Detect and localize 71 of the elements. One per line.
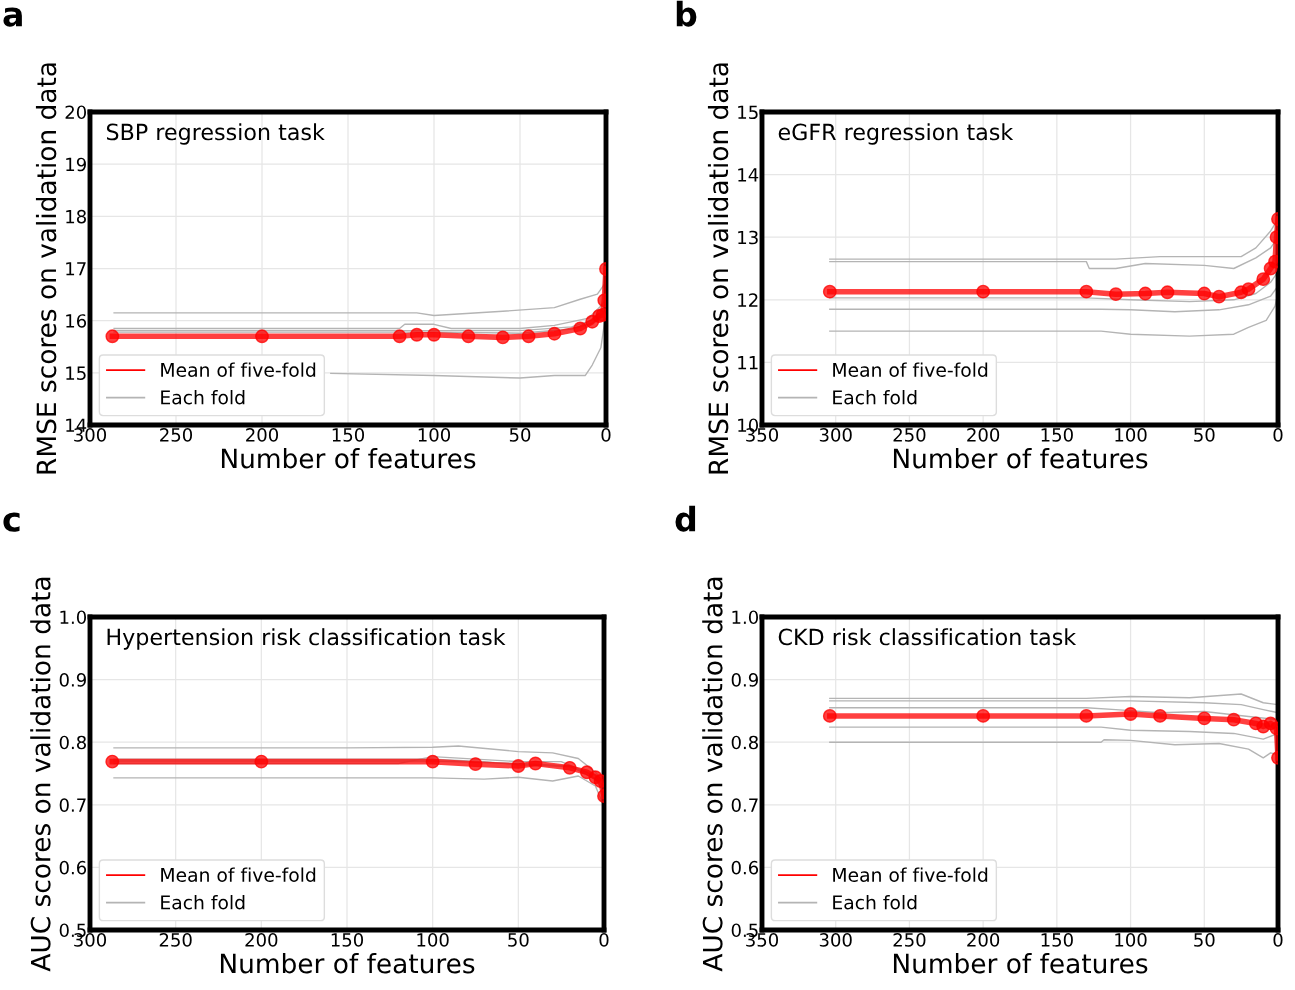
legend-label: Mean of five-fold xyxy=(833,867,988,882)
x-tick-label: 100 xyxy=(418,428,451,442)
x-axis-title: Number of features xyxy=(221,448,476,469)
x-tick-label: 200 xyxy=(246,428,279,442)
y-tick-label: 14 xyxy=(738,168,759,182)
x-tick-label: 150 xyxy=(1041,428,1073,442)
y-tick-label: 15 xyxy=(738,105,758,120)
x-axis-title: Number of features xyxy=(220,953,475,974)
y-axis-title: RMSE scores on validation data xyxy=(35,63,57,474)
text: c xyxy=(3,512,20,532)
x-tick-label: 300 xyxy=(819,933,852,947)
y-tick-label: 18 xyxy=(66,209,86,224)
y-axis-title: AUC scores on validation data xyxy=(702,577,723,972)
y-tick-label: 0.7 xyxy=(59,798,86,812)
legend-label: Mean of five-fold xyxy=(161,867,316,882)
y-tick-label: 16 xyxy=(66,314,87,328)
legend-label: Each fold xyxy=(833,894,917,910)
x-tick-label: 200 xyxy=(967,933,1000,947)
y-tick-label: 0.8 xyxy=(731,735,758,750)
y-tick-label: 1.0 xyxy=(732,610,759,625)
x-tick-label: 200 xyxy=(245,933,278,947)
chart-title: Hypertension risk classification task xyxy=(107,628,506,650)
y-tick-label: 0.7 xyxy=(731,798,758,812)
x-tick-label: 0 xyxy=(599,933,609,947)
legend-label: Each fold xyxy=(161,389,245,405)
text: a xyxy=(3,7,22,27)
legend-label: Mean of five-fold xyxy=(833,362,988,377)
x-tick-label: 50 xyxy=(1194,428,1215,442)
x-tick-label: 250 xyxy=(893,428,926,442)
y-tick-label: 19 xyxy=(66,157,86,172)
y-tick-label: 20 xyxy=(65,105,87,120)
y-tick-label: 0.9 xyxy=(59,673,86,687)
x-tick-label: 300 xyxy=(819,428,852,442)
chart-title: CKD risk classification task xyxy=(778,628,1077,646)
x-tick-label: 250 xyxy=(893,933,926,947)
x-tick-label: 50 xyxy=(1194,933,1215,947)
x-tick-label: 100 xyxy=(417,933,449,947)
y-tick-label: 13 xyxy=(738,230,758,245)
x-tick-label: 50 xyxy=(508,933,529,947)
x-tick-label: 150 xyxy=(332,428,365,442)
y-tick-label: 0.8 xyxy=(59,735,86,750)
y-tick-label: 1.0 xyxy=(60,610,87,625)
legend-label: Each fold xyxy=(833,389,917,405)
legend-label: Each fold xyxy=(161,894,245,910)
chart-title: SBP regression task xyxy=(106,123,325,145)
y-tick-label: 0.9 xyxy=(731,673,758,687)
x-tick-label: 50 xyxy=(509,428,531,442)
x-tick-label: 250 xyxy=(159,933,192,947)
x-axis-title: Number of features xyxy=(893,448,1148,469)
chart-title: eGFR regression task xyxy=(778,123,1014,145)
x-tick-label: 100 xyxy=(1115,428,1147,442)
x-tick-label: 0 xyxy=(1273,933,1283,947)
y-tick-label: 17 xyxy=(66,262,86,276)
legend-label: Mean of five-fold xyxy=(161,362,316,377)
x-tick-label: 0 xyxy=(601,428,611,442)
x-tick-label: 250 xyxy=(160,428,193,442)
text: d xyxy=(675,505,696,532)
y-axis-title: RMSE scores on validation data xyxy=(707,63,729,474)
y-tick-label: 0.6 xyxy=(731,860,759,875)
x-tick-label: 0 xyxy=(1273,428,1283,442)
x-tick-label: 150 xyxy=(1041,933,1073,947)
y-tick-label: 11 xyxy=(738,356,758,370)
text: b xyxy=(676,0,697,27)
x-tick-label: 150 xyxy=(331,933,364,947)
y-axis-title: AUC scores on validation data xyxy=(30,577,51,972)
x-tick-label: 200 xyxy=(967,428,1000,442)
y-tick-label: 15 xyxy=(66,366,86,380)
x-axis-title: Number of features xyxy=(893,953,1148,974)
y-tick-label: 12 xyxy=(738,293,758,307)
y-tick-label: 0.6 xyxy=(59,860,87,875)
x-tick-label: 100 xyxy=(1115,933,1147,947)
